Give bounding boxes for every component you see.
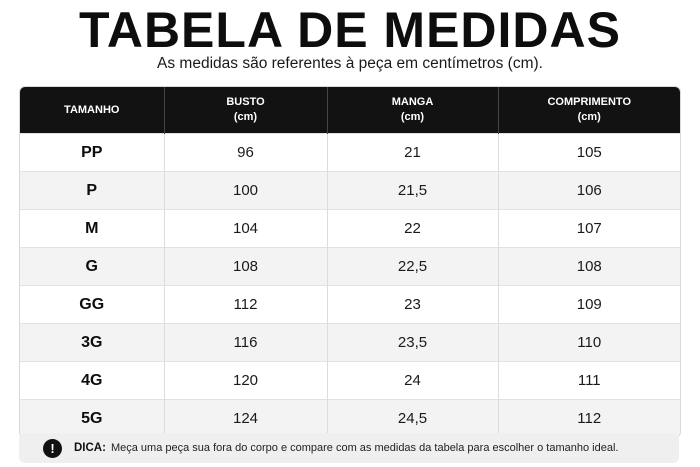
size-cell: M xyxy=(20,209,164,248)
size-cell: GG xyxy=(20,285,164,324)
comprimento-cell: 108 xyxy=(497,247,680,286)
tip-label: DICA: xyxy=(74,442,106,454)
comprimento-cell: 111 xyxy=(497,361,680,400)
size-cell: PP xyxy=(20,133,164,172)
busto-cell: 100 xyxy=(163,171,327,210)
table-row: G 108 22,5 108 xyxy=(20,247,680,286)
tip-box: ! DICA: Meça uma peça sua fora do corpo … xyxy=(19,433,679,463)
header-busto: BUSTO (cm) xyxy=(163,87,327,134)
manga-cell: 24,5 xyxy=(326,399,498,437)
header-label: TAMANHO xyxy=(64,103,120,116)
comprimento-cell: 109 xyxy=(497,285,680,324)
size-cell: 3G xyxy=(20,323,164,362)
table-row: GG 112 23 109 xyxy=(20,285,680,324)
manga-cell: 22 xyxy=(326,209,498,248)
page-subtitle: As medidas são referentes à peça em cent… xyxy=(157,55,543,72)
busto-cell: 108 xyxy=(163,247,327,286)
size-table-container: TAMANHO BUSTO (cm) MANGA (cm) COMPRIMENT… xyxy=(19,86,681,438)
size-cell: 5G xyxy=(20,399,164,437)
size-table-body: PP 96 21 105 P 100 21,5 106 M 104 22 107… xyxy=(20,133,680,437)
header-label: MANGA xyxy=(391,96,434,108)
manga-cell: 21,5 xyxy=(326,171,498,210)
header-unit: (cm) xyxy=(400,111,425,123)
table-row: 5G 124 24,5 112 xyxy=(20,399,680,437)
manga-cell: 22,5 xyxy=(326,247,498,286)
page-title: TABELA DE MEDIDAS xyxy=(79,2,621,58)
manga-cell: 23,5 xyxy=(326,323,498,362)
table-row: M 104 22 107 xyxy=(20,209,680,248)
table-row: PP 96 21 105 xyxy=(20,133,680,172)
exclamation-icon: ! xyxy=(43,438,62,458)
comprimento-cell: 106 xyxy=(497,171,680,210)
comprimento-cell: 105 xyxy=(497,133,680,172)
busto-cell: 112 xyxy=(163,285,327,324)
header-unit: (cm) xyxy=(233,111,258,123)
header-label: BUSTO xyxy=(226,96,265,108)
size-table: TAMANHO BUSTO (cm) MANGA (cm) COMPRIMENT… xyxy=(20,87,680,437)
header-comprimento: COMPRIMENTO (cm) xyxy=(497,87,680,134)
header-tamanho: TAMANHO xyxy=(20,87,164,134)
manga-cell: 23 xyxy=(326,285,498,324)
table-row: 4G 120 24 111 xyxy=(20,361,680,400)
size-cell: G xyxy=(20,247,164,286)
table-row: 3G 116 23,5 110 xyxy=(20,323,680,362)
busto-cell: 116 xyxy=(163,323,327,362)
table-row: P 100 21,5 106 xyxy=(20,171,680,210)
header-row: TAMANHO BUSTO (cm) MANGA (cm) COMPRIMENT… xyxy=(20,87,680,134)
header-label: COMPRIMENTO xyxy=(547,96,632,108)
size-cell: P xyxy=(20,171,164,210)
manga-cell: 21 xyxy=(326,133,498,172)
busto-cell: 120 xyxy=(163,361,327,400)
busto-cell: 96 xyxy=(163,133,327,172)
comprimento-cell: 107 xyxy=(497,209,680,248)
comprimento-cell: 110 xyxy=(497,323,680,362)
busto-cell: 124 xyxy=(163,399,327,437)
header-unit: (cm) xyxy=(577,111,601,123)
size-table-header: TAMANHO BUSTO (cm) MANGA (cm) COMPRIMENT… xyxy=(20,87,680,134)
busto-cell: 104 xyxy=(163,209,327,248)
size-cell: 4G xyxy=(20,361,164,400)
header-manga: MANGA (cm) xyxy=(326,87,498,134)
tip-text: Meça uma peça sua fora do corpo e compar… xyxy=(110,442,619,454)
comprimento-cell: 112 xyxy=(497,399,680,437)
manga-cell: 24 xyxy=(326,361,498,400)
